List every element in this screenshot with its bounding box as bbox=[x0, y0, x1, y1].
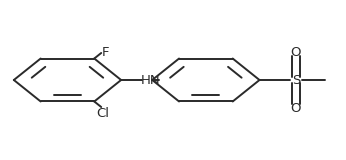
Text: O: O bbox=[291, 101, 301, 115]
Text: O: O bbox=[291, 45, 301, 59]
Text: F: F bbox=[102, 47, 109, 60]
Text: Cl: Cl bbox=[97, 107, 109, 120]
Text: HN: HN bbox=[141, 73, 160, 87]
Text: S: S bbox=[292, 73, 300, 87]
